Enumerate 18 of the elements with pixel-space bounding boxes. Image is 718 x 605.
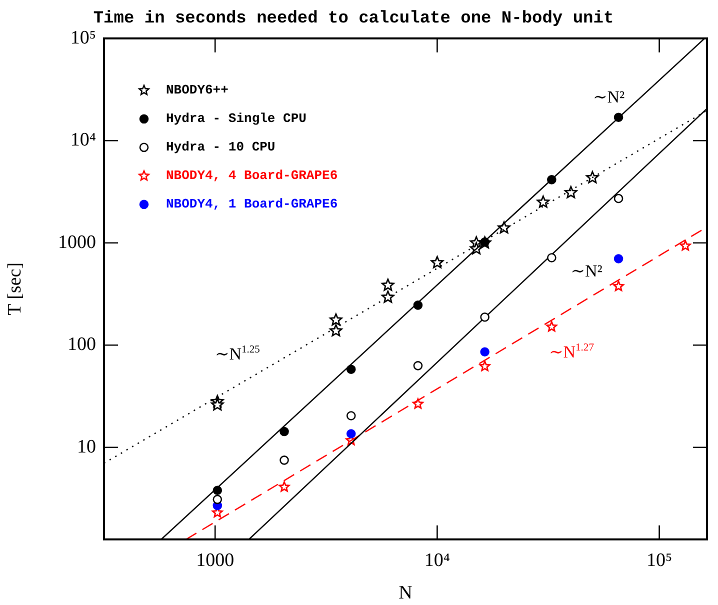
x-tick-label: 10⁵ bbox=[646, 550, 672, 571]
x-tick-label: 1000 bbox=[196, 550, 234, 571]
x-axis-title: N bbox=[398, 582, 413, 604]
y-tick-label: 1000 bbox=[58, 232, 96, 253]
legend-label: NBODY6++ bbox=[166, 82, 229, 98]
legend-label: NBODY4, 1 Board-GRAPE6 bbox=[166, 196, 338, 212]
y-tick-label: 10⁴ bbox=[70, 130, 96, 151]
chart-title: Time in seconds needed to calculate one N-body unit bbox=[93, 9, 614, 28]
y-tick-label: 10 bbox=[77, 436, 96, 458]
legend-label: Hydra - Single CPU bbox=[166, 111, 306, 126]
x-tick-label: 10⁴ bbox=[424, 550, 450, 571]
annotation: ∼N² bbox=[593, 88, 625, 107]
y-tick-label: 10⁵ bbox=[70, 27, 96, 48]
y-tick-label: 100 bbox=[68, 334, 96, 356]
annotation: ∼N² bbox=[570, 261, 602, 280]
legend-label: NBODY4, 4 Board-GRAPE6 bbox=[166, 168, 338, 184]
legend-label: Hydra - 10 CPU bbox=[166, 140, 276, 155]
y-axis-title: T [sec] bbox=[4, 262, 26, 316]
